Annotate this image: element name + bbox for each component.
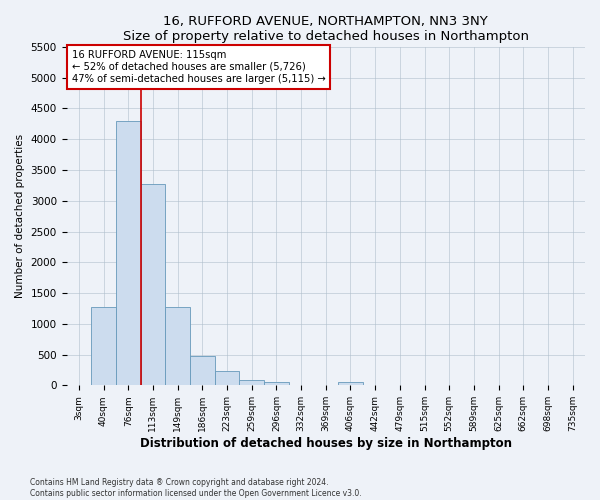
Bar — [116, 121, 140, 386]
Title: 16, RUFFORD AVENUE, NORTHAMPTON, NN3 3NY
Size of property relative to detached h: 16, RUFFORD AVENUE, NORTHAMPTON, NN3 3NY… — [123, 15, 529, 43]
Text: 16 RUFFORD AVENUE: 115sqm
← 52% of detached houses are smaller (5,726)
47% of se: 16 RUFFORD AVENUE: 115sqm ← 52% of detac… — [72, 50, 325, 84]
Bar — [215, 371, 239, 386]
Bar — [338, 382, 363, 386]
Bar — [239, 380, 264, 386]
Bar — [165, 306, 190, 386]
Bar — [190, 356, 215, 386]
Y-axis label: Number of detached properties: Number of detached properties — [15, 134, 25, 298]
X-axis label: Distribution of detached houses by size in Northampton: Distribution of detached houses by size … — [140, 437, 512, 450]
Bar — [91, 307, 116, 386]
Bar — [264, 382, 289, 386]
Bar — [140, 184, 165, 386]
Text: Contains HM Land Registry data ® Crown copyright and database right 2024.
Contai: Contains HM Land Registry data ® Crown c… — [30, 478, 362, 498]
